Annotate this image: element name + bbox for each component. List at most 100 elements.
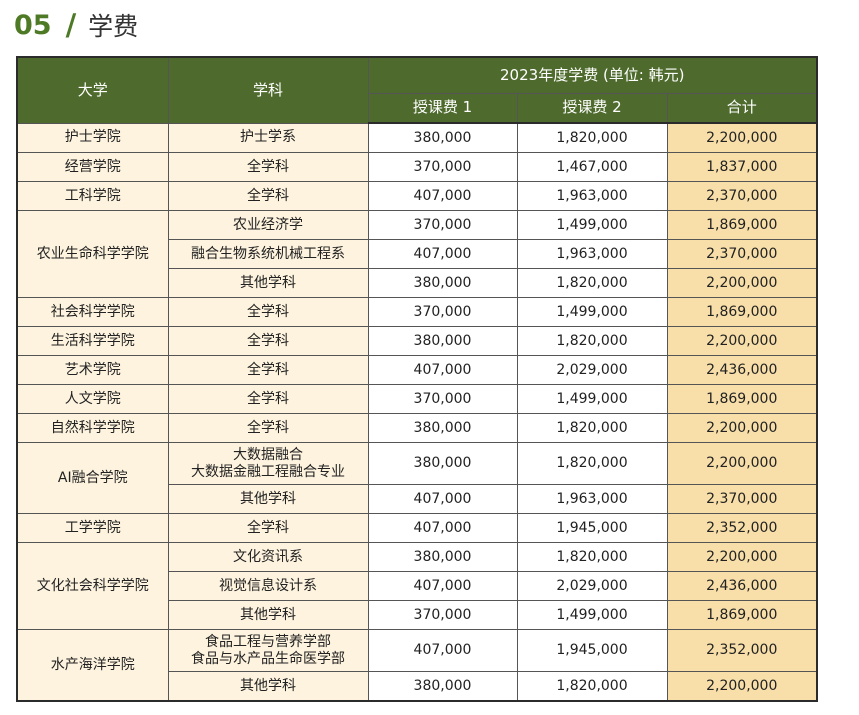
fee2-cell: 1,820,000 bbox=[516, 122, 668, 153]
department-name: 视觉信息设计系 bbox=[219, 577, 317, 594]
section-title: 学费 bbox=[88, 12, 139, 41]
university-cell: 文化社会科学学院 bbox=[16, 542, 169, 630]
total-cell: 2,200,000 bbox=[666, 413, 818, 443]
header-fee2: 授课费 2 bbox=[516, 92, 668, 124]
department-name: 全学科 bbox=[247, 303, 289, 320]
section-separator: / bbox=[65, 8, 77, 42]
department-name: 融合生物系统机械工程系 bbox=[191, 245, 345, 262]
fee1-cell: 380,000 bbox=[367, 413, 518, 443]
table-row: 工学学院 全学科 407,000 1,945,000 2,352,000 bbox=[16, 513, 818, 543]
university-cell: 艺术学院 bbox=[16, 355, 169, 385]
department-name: 其他学科 bbox=[240, 274, 296, 291]
university-cell: 水产海洋学院 bbox=[16, 629, 169, 702]
fee1-cell: 370,000 bbox=[367, 297, 518, 327]
university-cell: 经营学院 bbox=[16, 152, 169, 182]
fee2-cell: 1,945,000 bbox=[516, 629, 668, 672]
fee1-cell: 407,000 bbox=[367, 181, 518, 211]
department-name: 全学科 bbox=[247, 419, 289, 436]
fee1-cell: 407,000 bbox=[367, 355, 518, 385]
table-row: 农业生命科学学院 农业经济学 370,000 1,499,000 1,869,000 bbox=[16, 210, 818, 298]
tuition-table: 大学 学科 2023年度学费 (单位: 韩元) 授课费 1 授课费 2 合计 护… bbox=[16, 56, 819, 702]
fee1-cell: 380,000 bbox=[367, 122, 518, 153]
department-cell: 全学科 bbox=[167, 513, 369, 543]
department-cell: 食品工程与营养学部 食品与水产品生命医学部 bbox=[167, 629, 369, 672]
header-university: 大学 bbox=[16, 56, 169, 124]
department-name: 农业经济学 bbox=[233, 216, 303, 233]
department-cell: 其他学科 bbox=[167, 600, 369, 630]
university-cell: 工科学院 bbox=[16, 181, 169, 211]
fee2-cell: 1,467,000 bbox=[516, 152, 668, 182]
fee2-cell: 1,820,000 bbox=[516, 326, 668, 356]
fee2-cell: 1,945,000 bbox=[516, 513, 668, 543]
department-name: 全学科 bbox=[247, 390, 289, 407]
total-cell: 2,352,000 bbox=[666, 513, 818, 543]
department-cell: 融合生物系统机械工程系 bbox=[167, 239, 369, 269]
fee2-cell: 1,963,000 bbox=[516, 484, 668, 514]
total-cell: 2,436,000 bbox=[666, 571, 818, 601]
table-row: AI融合学院 大数据融合 大数据金融工程融合专业 380,000 1,820,000 2,… bbox=[16, 442, 818, 514]
fee1-cell: 370,000 bbox=[367, 384, 518, 414]
total-cell: 1,869,000 bbox=[666, 297, 818, 327]
department-name-secondary: 大数据金融工程融合专业 bbox=[191, 463, 345, 480]
department-name: 全学科 bbox=[247, 361, 289, 378]
department-cell: 全学科 bbox=[167, 384, 369, 414]
university-cell: 人文学院 bbox=[16, 384, 169, 414]
department-name: 全学科 bbox=[247, 332, 289, 349]
department-name: 全学科 bbox=[247, 519, 289, 536]
table-row: 社会科学学院 全学科 370,000 1,499,000 1,869,000 bbox=[16, 297, 818, 327]
fee2-cell: 2,029,000 bbox=[516, 571, 668, 601]
fee1-cell: 407,000 bbox=[367, 513, 518, 543]
fee1-cell: 370,000 bbox=[367, 152, 518, 182]
fee2-cell: 1,499,000 bbox=[516, 210, 668, 240]
header-fee-group: 2023年度学费 (单位: 韩元) bbox=[367, 56, 818, 94]
total-cell: 2,200,000 bbox=[666, 326, 818, 356]
fee2-cell: 1,963,000 bbox=[516, 181, 668, 211]
department-name: 食品工程与营养学部 bbox=[205, 633, 331, 650]
fee1-cell: 407,000 bbox=[367, 484, 518, 514]
header-fee1: 授课费 1 bbox=[367, 92, 518, 124]
fee2-cell: 1,499,000 bbox=[516, 600, 668, 630]
department-cell: 其他学科 bbox=[167, 268, 369, 298]
total-cell: 2,436,000 bbox=[666, 355, 818, 385]
fee1-cell: 407,000 bbox=[367, 571, 518, 601]
table-row: 其他学科 380,000 1,820,000 2,200,000 bbox=[17, 671, 818, 702]
department-name: 其他学科 bbox=[240, 606, 296, 623]
fee1-cell: 380,000 bbox=[367, 442, 518, 485]
university-cell: 自然科学学院 bbox=[16, 413, 169, 443]
total-cell: 2,370,000 bbox=[666, 239, 818, 269]
fee1-cell: 407,000 bbox=[367, 239, 518, 269]
department-name: 全学科 bbox=[247, 187, 289, 204]
section-number: 05 bbox=[14, 9, 52, 41]
fee2-cell: 1,820,000 bbox=[516, 671, 668, 702]
total-cell: 1,869,000 bbox=[666, 600, 818, 630]
department-cell: 文化资讯系 bbox=[167, 542, 369, 572]
university-cell: 护士学院 bbox=[16, 122, 169, 153]
table-row: 视觉信息设计系 407,000 2,029,000 2,436,000 bbox=[17, 571, 818, 601]
total-cell: 1,869,000 bbox=[666, 384, 818, 414]
department-name: 其他学科 bbox=[240, 490, 296, 507]
fee2-cell: 1,820,000 bbox=[516, 442, 668, 485]
department-cell: 全学科 bbox=[167, 297, 369, 327]
fee2-cell: 2,029,000 bbox=[516, 355, 668, 385]
total-cell: 2,200,000 bbox=[666, 122, 818, 153]
total-cell: 2,370,000 bbox=[666, 181, 818, 211]
table-row: 自然科学学院 全学科 380,000 1,820,000 2,200,000 bbox=[16, 413, 818, 443]
header-department: 学科 bbox=[167, 56, 369, 124]
university-cell: 农业生命科学学院 bbox=[16, 210, 169, 298]
fee2-cell: 1,499,000 bbox=[516, 384, 668, 414]
department-cell: 大数据融合 大数据金融工程融合专业 bbox=[167, 442, 369, 485]
department-cell: 全学科 bbox=[167, 326, 369, 356]
table-row: 艺术学院 全学科 407,000 2,029,000 2,436,000 bbox=[16, 355, 818, 385]
table-row: 其他学科 407,000 1,963,000 2,370,000 bbox=[17, 484, 818, 514]
department-cell: 视觉信息设计系 bbox=[167, 571, 369, 601]
fee1-cell: 380,000 bbox=[367, 268, 518, 298]
table-row: 水产海洋学院 食品工程与营养学部 食品与水产品生命医学部 407,000 1,945,0… bbox=[16, 629, 818, 702]
department-name-secondary: 食品与水产品生命医学部 bbox=[191, 650, 345, 667]
department-cell: 全学科 bbox=[167, 413, 369, 443]
table-row: 人文学院 全学科 370,000 1,499,000 1,869,000 bbox=[16, 384, 818, 414]
fee1-cell: 380,000 bbox=[367, 542, 518, 572]
fee2-cell: 1,820,000 bbox=[516, 542, 668, 572]
total-cell: 2,370,000 bbox=[666, 484, 818, 514]
total-cell: 2,200,000 bbox=[666, 542, 818, 572]
department-name: 大数据融合 bbox=[233, 446, 303, 463]
